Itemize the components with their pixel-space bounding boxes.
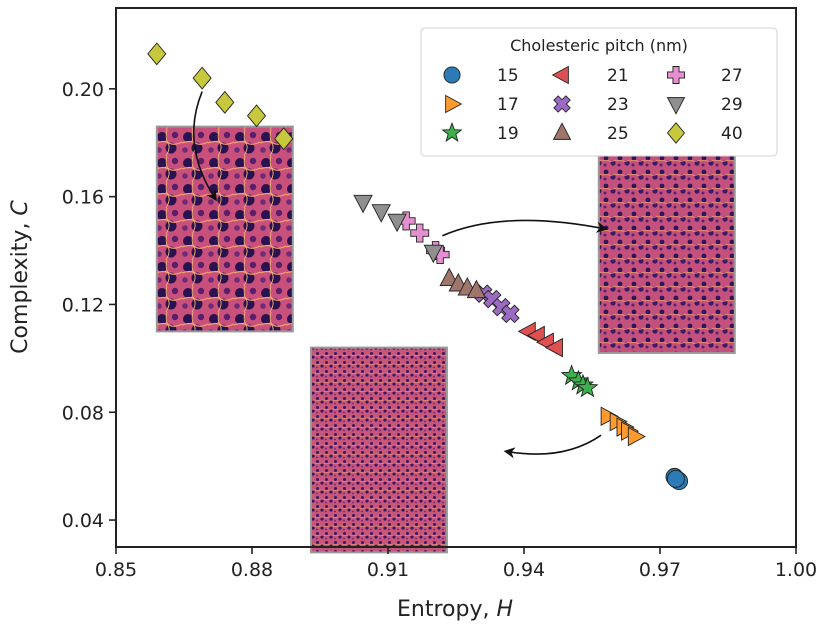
point-25-4 [466, 279, 487, 299]
annotation-arrow-2 [442, 219, 608, 237]
texture-inset-2 [597, 149, 736, 354]
series-29 [353, 194, 444, 264]
legend-label-21: 21 [607, 66, 629, 86]
legend-marker-15 [443, 66, 461, 84]
legend-marker-21 [551, 65, 569, 85]
point-29-2 [371, 204, 391, 223]
point-25-1 [439, 267, 459, 287]
y-tick-label: 0.12 [62, 294, 104, 316]
legend-marker-29 [666, 97, 686, 115]
legend-label-40: 40 [721, 124, 743, 144]
point-40-1 [147, 42, 167, 66]
legend-marker-17 [445, 94, 463, 114]
legend-entry-15: 15 [443, 66, 519, 86]
legend-entry-25: 25 [552, 122, 629, 144]
y-tick-label: 0.04 [62, 510, 104, 532]
x-tick-label: 1.00 [775, 559, 817, 581]
legend-marker-27 [667, 66, 685, 84]
texture-inset-1 [155, 125, 294, 333]
y-tick-label: 0.20 [62, 79, 104, 101]
legend-entry-17: 17 [445, 94, 519, 115]
point-40-5 [274, 127, 294, 151]
x-axis-label: Entropy, H [397, 597, 513, 622]
series-25 [439, 267, 487, 299]
texture-inset-3 [309, 346, 448, 554]
point-17-1 [600, 406, 619, 427]
legend-box [420, 27, 778, 157]
legend-label-25: 25 [607, 124, 629, 144]
y-tick-label: 0.08 [62, 402, 104, 424]
legend-entry-21: 21 [551, 65, 629, 86]
point-17-5 [627, 426, 646, 447]
x-tick-label: 0.94 [503, 559, 545, 581]
series-15 [665, 467, 689, 490]
legend-entry-27: 27 [667, 66, 743, 86]
point-19-4 [576, 376, 599, 398]
series-40 [147, 42, 294, 151]
point-15-4 [666, 469, 685, 488]
series-17 [600, 406, 646, 447]
x-tick-label: 0.97 [639, 559, 681, 581]
legend-label-15: 15 [497, 66, 519, 86]
legend-entry-19: 19 [441, 121, 519, 144]
point-27-2 [410, 223, 430, 243]
legend-label-19: 19 [497, 124, 519, 144]
legend-label-23: 23 [607, 95, 629, 115]
legend-label-27: 27 [721, 66, 743, 86]
point-40-4 [246, 104, 267, 128]
point-21-4 [544, 337, 563, 358]
annotation-arrow-3 [503, 434, 602, 459]
data-points [147, 42, 689, 490]
plot-frame [115, 7, 797, 548]
annotation-arrow-1 [192, 91, 217, 202]
point-29-1 [353, 194, 373, 214]
point-40-3 [215, 90, 235, 114]
legend: Cholesteric pitch (nm) 15 17 19 21 23 25 27 29 4… [420, 27, 778, 157]
y-tick-label: 0.16 [62, 187, 104, 209]
legend-marker-23 [553, 95, 571, 113]
legend-marker-40 [666, 122, 686, 144]
legend-entry-23: 23 [553, 95, 629, 115]
x-tick-label: 0.88 [231, 559, 273, 581]
legend-entry-29: 29 [666, 95, 743, 115]
point-29-3 [387, 213, 407, 233]
series-21 [517, 321, 563, 358]
legend-marker-19 [441, 121, 463, 142]
point-29-4 [423, 244, 444, 264]
x-tick-label: 0.85 [95, 559, 137, 581]
annotation-arrows [192, 91, 608, 459]
legend-marker-25 [552, 122, 572, 140]
point-40-2 [192, 66, 212, 90]
point-23-4 [501, 304, 520, 324]
legend-label-17: 17 [497, 95, 519, 115]
legend-entries: 15 17 19 21 23 25 27 29 40 [441, 65, 743, 144]
legend-title: Cholesteric pitch (nm) [510, 36, 688, 55]
legend-label-29: 29 [721, 95, 743, 115]
legend-entry-40: 40 [666, 122, 743, 144]
texture-insets [155, 125, 736, 554]
axes: 0.85 0.88 0.91 0.94 0.97 1.00 0.04 0.08 0.12 0.16… [62, 7, 817, 581]
x-tick-label: 0.91 [367, 559, 409, 581]
y-axis-label: Complexity, C [8, 200, 33, 354]
series-19 [560, 364, 599, 398]
